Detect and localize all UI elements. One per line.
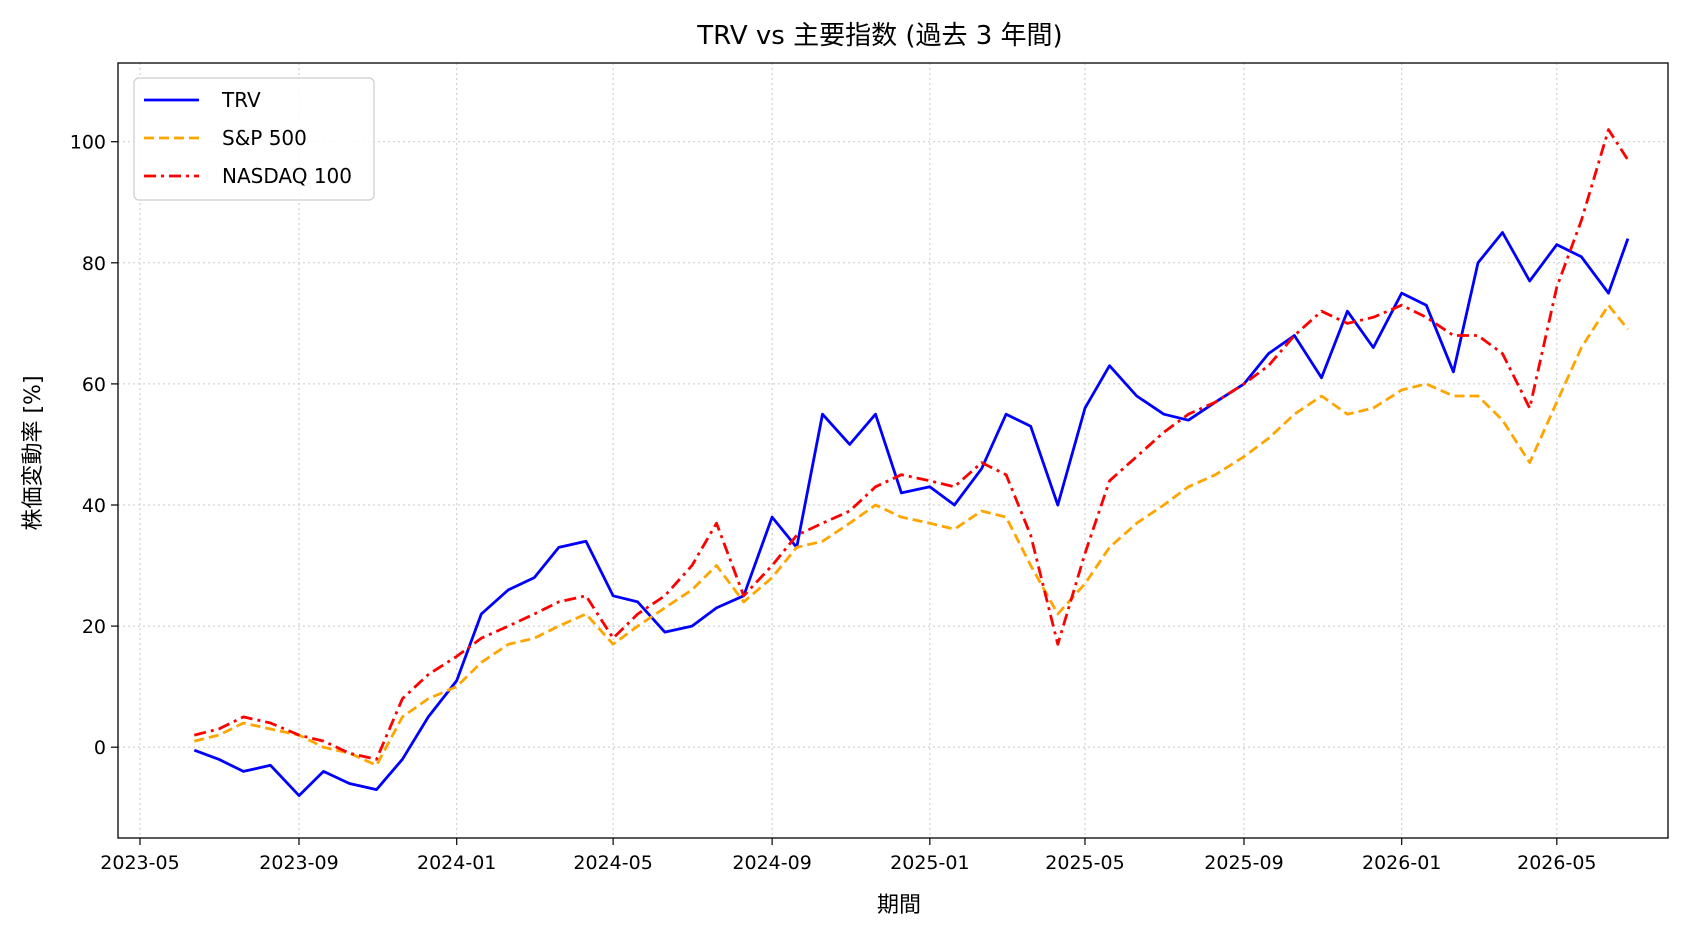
legend-label-2: NASDAQ 100 [222, 164, 352, 188]
x-tick-label: 2025-01 [890, 852, 969, 874]
x-tick-label: 2024-01 [417, 852, 496, 874]
series-line-2 [193, 128, 1630, 761]
plot-frame [117, 62, 1669, 839]
series-layer [193, 128, 1630, 797]
axis-ticks: 2023-05 2023-09 2024-01 2024-05 2024-09 2025-… [70, 132, 1597, 874]
x-tick-label: 2024-09 [732, 852, 811, 874]
x-tick-label: 2025-09 [1204, 852, 1283, 874]
x-tick-label: 2024-05 [573, 852, 652, 874]
legend-label-1: S&P 500 [222, 126, 307, 150]
legend: TRV S&P 500 NASDAQ 100 [133, 77, 375, 201]
chart-title: TRV vs 主要指数 (過去 3 年間) [696, 21, 1062, 51]
x-tick-label: 2025-05 [1045, 852, 1124, 874]
y-tick-label: 60 [82, 374, 106, 396]
y-tick-label: 20 [82, 616, 106, 638]
y-tick-label: 0 [94, 737, 106, 759]
y-tick-label: 100 [70, 132, 106, 154]
x-tick-label: 2023-09 [259, 852, 338, 874]
x-tick-label: 2026-01 [1362, 852, 1441, 874]
x-tick-label: 2026-05 [1517, 852, 1596, 874]
series-line-0 [193, 231, 1630, 797]
series-line-1 [193, 303, 1629, 767]
legend-box [133, 77, 375, 201]
y-tick-label: 40 [82, 495, 106, 517]
y-axis-title: 株価変動率 [%] [21, 375, 46, 530]
y-tick-label: 80 [82, 253, 106, 275]
grid [118, 63, 1668, 838]
x-axis-title: 期間 [877, 893, 921, 918]
legend-label-0: TRV [221, 88, 261, 112]
x-tick-label: 2023-05 [100, 852, 179, 874]
